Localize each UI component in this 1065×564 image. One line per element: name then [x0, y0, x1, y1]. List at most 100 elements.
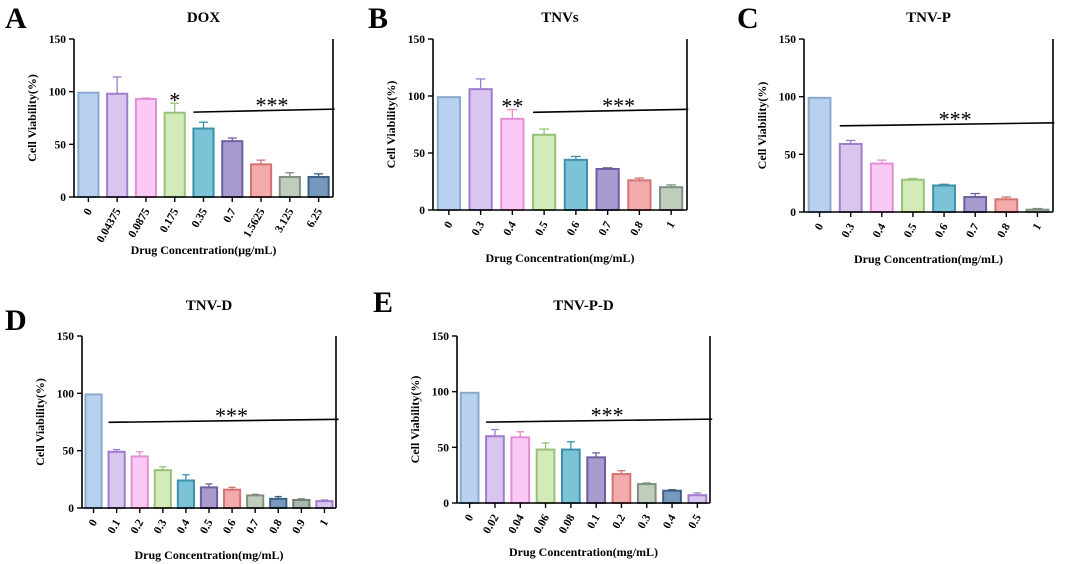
- bar-0.2: [611, 473, 632, 505]
- x-tick-label: 0.6: [565, 219, 583, 238]
- bar-6.25: [307, 175, 330, 198]
- panel-b: B TNVs 0 50 100 150 0 0.3 0.4 0.5 0.6 0.7 0.8 1 Drug C…: [368, 2, 689, 265]
- x-tick-label: 0.9: [290, 517, 308, 536]
- y-tick-label: 0: [443, 498, 449, 510]
- x-tick-label: 6.25: [305, 206, 326, 230]
- x-tick-label: 0.06: [532, 512, 553, 536]
- x-tick-label: 0.6: [933, 221, 951, 240]
- x-tick-label: 0.5: [902, 221, 920, 240]
- bar-0.4: [662, 489, 682, 504]
- bar-0: [84, 393, 103, 510]
- x-tick-label: 0.4: [501, 219, 519, 238]
- x-tick-label: 0.1: [585, 512, 603, 531]
- bar-0.5: [199, 486, 219, 509]
- y-tick-label: 150: [432, 331, 450, 343]
- x-tick-label: 0.7: [597, 219, 615, 238]
- panel-d: D TNV-D 0 50 100 150 0 0.1 0.2 0.3 0.4 0.5 0.6 0.7 0.8…: [5, 298, 339, 562]
- x-tick-label: 0.8: [628, 219, 646, 238]
- x-tick-label: 0.04: [506, 512, 527, 536]
- bar-0: [77, 91, 100, 198]
- bar-0.5: [901, 178, 925, 213]
- panel-e: E TNV-P-D 0 50 100 150 0 0.02 0.04 0.06 0.08 0.1 0.2…: [373, 286, 713, 559]
- x-tick-label: 0.02: [481, 512, 502, 536]
- bar-0.04: [510, 436, 531, 504]
- x-axis-label: Drug Concentration(mg/mL): [486, 251, 635, 265]
- bar-0.9: [292, 498, 311, 509]
- y-axis-label: Cell Viability(%): [408, 376, 422, 464]
- x-tick-label: 0.8: [995, 221, 1013, 240]
- significance-marker: *: [169, 87, 180, 112]
- x-axis-label: Drug Concentration(mg/mL): [509, 545, 658, 559]
- bar-0.5: [687, 494, 708, 504]
- bar-3.125: [278, 175, 301, 198]
- x-tick-label: 1: [1031, 221, 1044, 232]
- y-tick-label: 50: [785, 149, 797, 161]
- panel-letter: D: [5, 304, 27, 337]
- chart-title: TNVs: [541, 10, 579, 26]
- x-tick-label: 0.3: [636, 512, 654, 531]
- panel-letter: C: [737, 2, 759, 35]
- panel-letter: E: [373, 286, 393, 319]
- bar-0.08: [560, 448, 581, 504]
- x-tick-label: 1.5625: [241, 206, 267, 240]
- significance-marker: ***: [256, 93, 289, 118]
- significance-line: [193, 108, 335, 113]
- significance-marker: ***: [591, 403, 624, 428]
- x-tick-label: 0.5: [198, 517, 216, 536]
- bar-0: [807, 96, 832, 213]
- significance-line: [532, 108, 689, 114]
- significance-marker: **: [501, 94, 523, 119]
- y-tick-label: 50: [63, 446, 75, 458]
- x-tick-label: 0.3: [152, 517, 170, 536]
- y-tick-label: 150: [49, 34, 67, 46]
- chart-title: DOX: [187, 10, 221, 26]
- chart-title: TNV-P-D: [553, 298, 614, 314]
- y-tick-label: 100: [408, 91, 426, 103]
- x-tick-label: 1: [664, 219, 677, 230]
- significance-line: [486, 418, 713, 423]
- bar-0: [436, 96, 461, 211]
- significance-marker: ***: [602, 93, 635, 118]
- y-tick-label: 150: [779, 34, 797, 46]
- bar-0.7: [221, 140, 244, 199]
- bar-0.6: [932, 184, 956, 213]
- y-tick-label: 150: [57, 331, 75, 343]
- y-tick-label: 100: [432, 387, 450, 399]
- x-tick-label: 0: [87, 517, 100, 528]
- bar-0.8: [627, 179, 652, 211]
- x-axis-label: Drug Concentration(mg/mL): [854, 252, 1003, 266]
- bar-0.4: [869, 162, 894, 213]
- x-tick-label: 0: [463, 512, 476, 523]
- y-tick-label: 100: [779, 92, 797, 104]
- bar-0.3: [838, 142, 863, 214]
- x-tick-label: 0.5: [533, 219, 551, 238]
- y-tick-label: 0: [790, 207, 796, 219]
- chart-title: TNV-P: [906, 10, 951, 26]
- x-tick-label: 0.7: [221, 206, 239, 225]
- bar-0.04375: [106, 92, 129, 198]
- x-tick-label: 0.1: [106, 517, 124, 536]
- x-tick-label: 0.2: [129, 517, 147, 536]
- significance-marker: ***: [215, 403, 248, 428]
- chart-title: TNV-D: [186, 298, 233, 314]
- y-tick-label: 50: [55, 139, 67, 151]
- panel-letter: A: [5, 2, 27, 35]
- bar-0.6: [563, 158, 588, 211]
- x-tick-label: 0.6: [221, 517, 239, 536]
- x-tick-label: 0.04375: [95, 206, 124, 245]
- bar-0.2: [130, 455, 149, 509]
- bar-0.35: [192, 127, 215, 199]
- bar-0.02: [485, 435, 505, 505]
- x-tick-label: 0.4: [871, 221, 889, 240]
- y-axis-label: Cell Viability(%): [755, 82, 769, 170]
- y-tick-label: 0: [60, 192, 66, 204]
- bar-0.7: [595, 167, 620, 212]
- y-tick-label: 150: [408, 34, 426, 46]
- x-tick-label: 0.2: [610, 512, 628, 531]
- x-tick-label: 0.0875: [126, 206, 152, 240]
- y-axis-label: Cell Viability(%): [33, 378, 47, 466]
- y-tick-label: 0: [68, 503, 74, 515]
- x-tick-label: 0: [813, 221, 826, 232]
